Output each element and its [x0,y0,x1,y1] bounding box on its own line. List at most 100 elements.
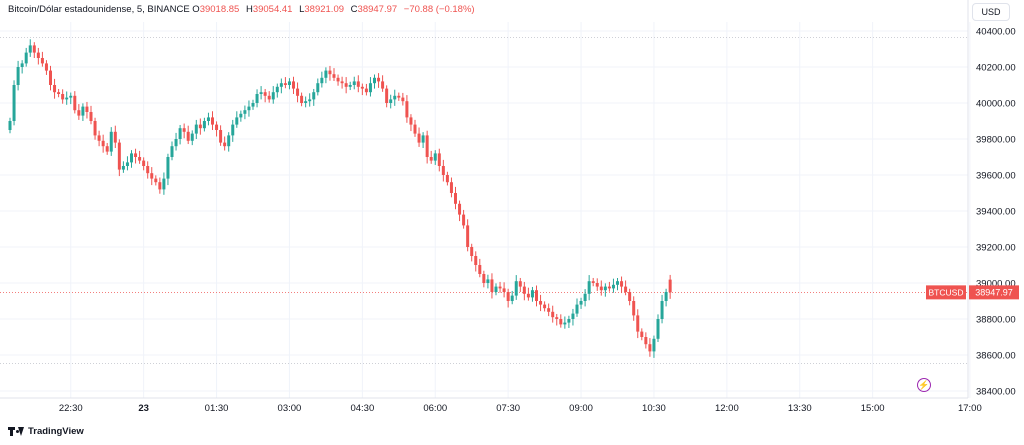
candle[interactable] [368,77,372,97]
candle[interactable] [81,103,85,121]
candle[interactable] [624,280,628,296]
candle[interactable] [32,42,36,58]
candle[interactable] [287,78,291,90]
candle[interactable] [8,117,12,134]
candle[interactable] [445,171,449,186]
candle[interactable] [243,105,247,120]
candle[interactable] [539,294,543,312]
candle[interactable] [73,91,77,114]
candle[interactable] [97,130,101,147]
candle[interactable] [583,289,587,307]
candle[interactable] [198,118,202,135]
candle[interactable] [486,274,490,289]
candle[interactable] [215,121,219,137]
candle[interactable] [522,281,526,301]
candle[interactable] [283,77,287,89]
candle[interactable] [620,276,624,294]
candle[interactable] [267,91,271,103]
candle[interactable] [251,99,255,110]
time-axis[interactable]: 22:30 23 01:30 03:00 04:30 06:00 07:30 09:00 10:… [59,403,982,414]
candle[interactable] [275,83,279,98]
candle[interactable] [547,303,551,317]
candle[interactable] [162,172,166,195]
candle[interactable] [24,47,28,67]
candle[interactable] [571,308,575,326]
candle[interactable] [478,258,482,278]
candle[interactable] [526,287,530,301]
candle[interactable] [494,283,498,296]
candle[interactable] [158,177,162,194]
candle[interactable] [652,335,656,358]
candle[interactable] [616,277,619,291]
candle[interactable] [219,125,223,146]
candle[interactable] [202,117,206,132]
candle[interactable] [640,328,644,341]
candle[interactable] [559,314,563,328]
candle[interactable] [490,273,494,299]
candle[interactable] [405,95,409,123]
candle[interactable] [462,209,466,229]
candle[interactable] [632,296,636,321]
candle[interactable] [437,148,441,172]
candle[interactable] [603,283,607,297]
candle[interactable] [61,89,65,104]
candle[interactable] [458,200,462,222]
candle[interactable] [518,277,522,292]
candle[interactable] [190,130,194,146]
candle[interactable] [142,157,146,171]
candle[interactable] [530,286,534,302]
candle[interactable] [636,309,640,339]
candle[interactable] [417,127,421,147]
candle[interactable] [373,74,376,89]
candle[interactable] [259,86,263,100]
candle[interactable] [130,150,133,168]
candle[interactable] [178,124,182,145]
candle[interactable] [360,83,364,96]
candle[interactable] [579,297,583,309]
candle[interactable] [109,127,113,156]
candle[interactable] [409,114,413,132]
candle[interactable] [575,298,579,317]
candle[interactable] [381,75,385,92]
candle[interactable] [263,88,267,103]
candle[interactable] [466,219,470,252]
candle[interactable] [40,51,44,67]
candle[interactable] [498,281,502,293]
candle[interactable] [170,141,174,161]
candle[interactable] [182,123,186,139]
candle[interactable] [105,142,109,155]
candle[interactable] [57,88,61,98]
candle[interactable] [628,288,632,306]
candle[interactable] [377,73,381,88]
candle[interactable] [121,161,125,173]
candle[interactable] [223,136,227,151]
candle[interactable] [154,175,158,186]
candle[interactable] [271,86,275,104]
candle[interactable] [591,277,595,287]
candle[interactable] [648,338,652,357]
candle[interactable] [340,76,344,89]
candle[interactable] [599,280,603,296]
candle[interactable] [146,161,150,179]
candle[interactable] [429,150,433,164]
candle[interactable] [85,101,89,119]
candle[interactable] [332,68,336,82]
candle[interactable] [344,77,348,94]
candle[interactable] [352,76,356,90]
candle[interactable] [348,81,352,91]
candle[interactable] [587,275,591,301]
candle[interactable] [668,274,672,299]
candle[interactable] [125,156,129,171]
currency-button[interactable]: USD [972,3,1010,21]
candle[interactable] [510,290,514,305]
candle[interactable] [65,91,69,105]
candle[interactable] [300,92,304,107]
flash-icon[interactable]: ⚡ [917,378,931,392]
candle[interactable] [660,294,664,324]
candle[interactable] [644,332,648,349]
candle[interactable] [595,278,599,291]
candle[interactable] [397,92,401,101]
candle[interactable] [36,47,40,65]
candle[interactable] [247,100,251,117]
candle[interactable] [514,275,518,300]
